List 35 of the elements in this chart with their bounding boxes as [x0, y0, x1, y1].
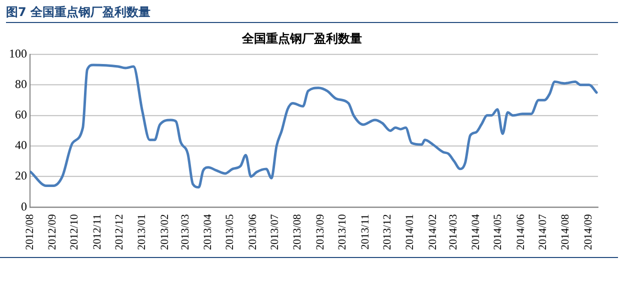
x-tick-label: 2013/03 — [179, 214, 192, 250]
x-tick-label: 2013/06 — [246, 214, 259, 250]
x-tick-label: 2014/03 — [447, 214, 460, 250]
x-tick-label: 2012/12 — [113, 214, 126, 250]
x-tick-label: 2014/09 — [582, 214, 594, 250]
x-tick-label: 2013/12 — [381, 214, 394, 250]
line-series — [30, 64, 598, 189]
y-tick-label: 40 — [15, 138, 28, 152]
x-tick-label: 2012/11 — [91, 214, 104, 250]
x-tick-label: 2012/10 — [68, 214, 81, 250]
x-tick-label: 2012/08 — [24, 214, 36, 250]
x-tick-label: 2014/04 — [470, 214, 482, 250]
x-tick-label: 2013/09 — [314, 214, 326, 250]
x-tick-label: 2013/08 — [292, 214, 304, 250]
y-tick-label: 60 — [15, 108, 28, 122]
x-tick-label: 2014/08 — [560, 214, 572, 250]
y-tick-label: 20 — [15, 168, 28, 183]
x-tick-label: 2013/07 — [268, 214, 282, 250]
y-tick-label: 80 — [15, 77, 28, 91]
x-tick-label: 2013/01 — [136, 214, 148, 250]
x-tick-label: 2014/02 — [426, 214, 439, 250]
x-tick-label: 2013/04 — [202, 214, 214, 250]
y-tick-label: 100 — [9, 46, 28, 60]
x-tick-label: 2013/11 — [359, 214, 372, 250]
x-tick-label: 2014/01 — [404, 214, 416, 250]
x-tick-label: 2013/05 — [224, 214, 236, 250]
chart-title: 全国重点钢厂盈利数量 — [240, 31, 362, 46]
x-tick-label: 2013/02 — [158, 214, 171, 250]
x-tick-label: 2014/05 — [492, 214, 504, 250]
x-tick-label: 2012/09 — [46, 214, 59, 250]
chart-subtitle: 图7 全国重点钢厂盈利数量 — [6, 4, 618, 23]
x-tick-label: 2013/10 — [336, 214, 349, 250]
x-tick-label: 2014/06 — [514, 214, 527, 250]
x-tick-label: 2014/07 — [536, 214, 549, 250]
y-tick-label: 0 — [21, 199, 28, 214]
